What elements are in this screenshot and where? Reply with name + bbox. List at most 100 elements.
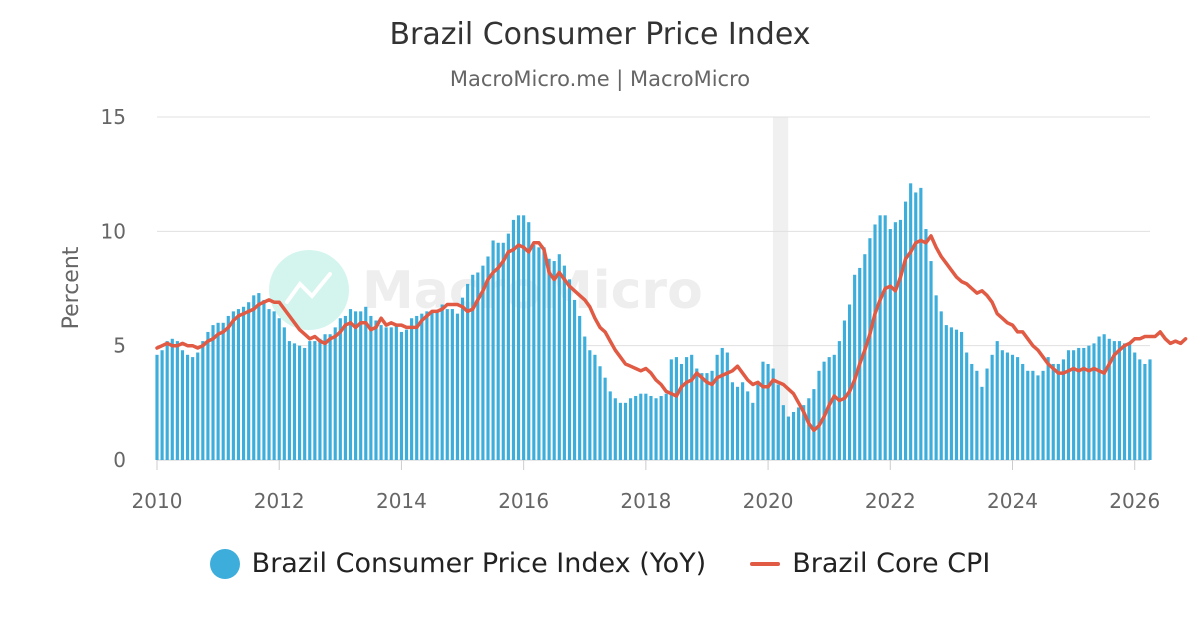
cpi-bar [272,311,276,460]
cpi-bar [1026,370,1030,460]
cpi-bar [949,327,953,460]
cpi-bar [506,233,510,460]
cpi-bar [180,350,185,460]
watermark-circle [269,250,349,330]
cpi-bar [730,382,735,460]
x-tick-label-2012: 2012 [254,489,305,513]
cpi-bar [634,395,638,460]
cpi-bar [970,363,974,460]
cpi-bar [1051,363,1055,460]
cpi-bar [847,304,852,460]
cpi-bar [445,309,449,460]
cpi-bar [1097,336,1101,460]
cpi-bar [618,402,622,460]
cpi-bar [1005,352,1009,460]
cpi-bar [842,320,847,460]
cpi-bar [460,297,465,460]
cpi-bar [160,350,164,460]
cpi-bar [389,327,393,460]
cpi-bar [481,265,485,460]
watermark: MacroMicro [269,250,703,330]
cpi-bar [629,398,633,460]
cpi-bar [690,354,694,460]
cpi-bar [328,334,332,460]
cpi-bar [1133,352,1137,460]
cpi-bar [562,265,566,460]
cpi-bar [486,256,490,460]
cpi-bar [985,368,989,460]
cpi-bar [654,398,658,460]
cpi-bar [888,229,892,460]
cpi-bar [527,222,531,460]
cpi-bar [226,315,230,460]
cpi-bar [735,386,740,460]
cpi-bar [1031,370,1035,460]
cpi-bar [883,215,887,460]
cpi-bar [1117,341,1122,460]
cpi-bar [1000,350,1004,460]
cpi-bar [303,347,307,460]
cpi-bar [292,343,297,460]
cpi-bar [1122,343,1127,460]
cpi-bar [802,405,806,460]
cpi-bar [552,261,556,460]
cpi-bar [588,350,592,460]
cpi-bar [241,306,246,460]
cpi-bar [435,311,439,460]
cpi-bar [415,315,419,460]
cpi-bar [791,411,796,460]
cpi-bar [155,354,159,460]
cpi-bars [155,183,1152,461]
cpi-bar [807,398,811,460]
x-tick-label-2014: 2014 [376,489,427,513]
cpi-bar [944,325,948,460]
cpi-bar [649,395,653,460]
cpi-bar [1087,345,1091,460]
cpi-bar [720,347,724,460]
cpi-bar [1036,375,1040,460]
cpi-bar [868,238,872,460]
cpi-bar [1077,347,1081,460]
x-axis: 2010 2012 2014 2016 2018 2020 2022 2024 2026 [132,460,1160,513]
cpi-bar [522,215,526,460]
cpi-bar [822,361,826,460]
cpi-bar [430,311,434,460]
cpi-bar [893,222,897,460]
x-tick-label-2010: 2010 [132,489,183,513]
cpi-bar [354,311,358,460]
y-tick-label-5: 5 [113,334,126,358]
cpi-bar [318,338,322,460]
cpi-bar [313,341,317,460]
cpi-bar [231,311,235,460]
cpi-bar [623,402,628,460]
cpi-bar [659,395,663,460]
core-cpi-line [155,234,1188,433]
cpi-bar [1046,357,1050,460]
cpi-bar [308,341,312,460]
cpi-bar [786,416,791,460]
cpi-bar [909,183,913,460]
legend-label-cpi: Brazil Consumer Price Index (YoY) [251,548,707,579]
cpi-bar [812,389,816,460]
cpi-bar [598,366,602,460]
cpi-bar [766,363,770,460]
cpi-bar [216,322,220,460]
cpi-bar [476,272,480,460]
legend-item-core-cpi[interactable]: Brazil Core CPI [750,548,990,579]
cpi-bar [995,341,999,460]
cpi-bar [450,309,454,460]
cpi-bar [191,357,195,460]
cpi-bar [410,318,414,460]
cpi-bar [700,373,704,460]
cpi-bar [420,313,424,460]
cpi-bar [384,327,388,460]
cpi-bar [965,352,969,460]
cpi-bar [1112,341,1116,460]
cpi-bar [1092,343,1096,460]
y-axis-label: Percent [59,246,84,329]
legend-item-cpi[interactable]: Brazil Consumer Price Index (YoY) [209,548,707,579]
cpi-bar [201,341,205,460]
cpi-bar [221,322,225,460]
cpi-bar [298,345,302,460]
